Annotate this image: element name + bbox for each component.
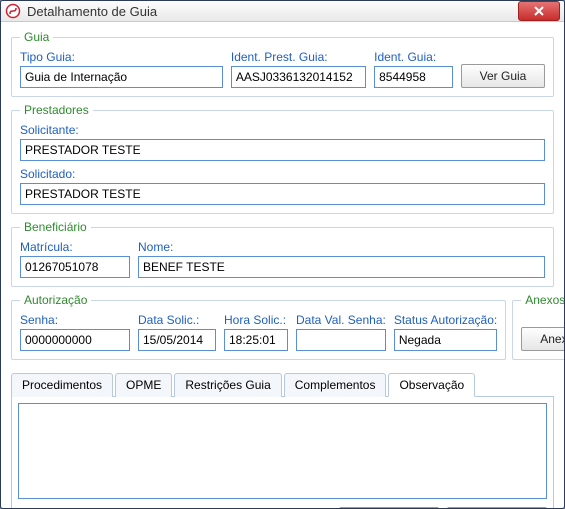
group-anexos: Anexos Anexos xyxy=(512,293,565,360)
group-beneficiario: Beneficiário Matrícula: Nome: xyxy=(11,220,554,287)
label-status-autorizacao: Status Autorização: xyxy=(394,313,497,327)
input-tipo-guia[interactable] xyxy=(20,66,223,88)
group-guia: Guia Tipo Guia: Ident. Prest. Guia: Iden… xyxy=(11,30,554,97)
window-title: Detalhamento de Guia xyxy=(27,4,518,19)
legend-guia: Guia xyxy=(20,30,53,44)
tab-restri-es-guia[interactable]: Restrições Guia xyxy=(174,373,281,397)
group-prestadores: Prestadores Solicitante: Solicitado: xyxy=(11,103,554,214)
legend-autorizacao: Autorização xyxy=(20,293,91,307)
tab-observa-o[interactable]: Observação xyxy=(388,373,475,397)
label-solicitado: Solicitado: xyxy=(20,167,545,181)
anexos-button[interactable]: Anexos xyxy=(521,327,565,351)
legend-prestadores: Prestadores xyxy=(20,103,93,117)
observacao-textarea[interactable] xyxy=(18,403,547,499)
input-nome[interactable] xyxy=(138,256,545,278)
legend-anexos: Anexos xyxy=(521,293,565,307)
ver-guia-button[interactable]: Ver Guia xyxy=(461,64,545,88)
titlebar: Detalhamento de Guia xyxy=(1,1,564,22)
tab-opme[interactable]: OPME xyxy=(115,373,172,397)
label-ident-guia: Ident. Guia: xyxy=(374,50,453,64)
group-autorizacao: Autorização Senha: Data Solic.: Hora Sol… xyxy=(11,293,506,360)
label-data-solic: Data Solic.: xyxy=(138,313,216,327)
window-frame: Detalhamento de Guia Guia Tipo Guia: Ide… xyxy=(0,0,565,509)
tabstrip: ProcedimentosOPMERestrições GuiaCompleme… xyxy=(11,372,554,397)
close-button[interactable] xyxy=(518,1,560,21)
tab-panel-wrap: Editar Salvar xyxy=(11,397,554,509)
input-data-solic[interactable] xyxy=(138,329,216,351)
input-matricula[interactable] xyxy=(20,256,130,278)
tab-complementos[interactable]: Complementos xyxy=(284,373,387,397)
label-nome: Nome: xyxy=(138,240,545,254)
input-solicitante[interactable] xyxy=(20,139,545,161)
label-data-val-senha: Data Val. Senha: xyxy=(296,313,386,327)
input-solicitado[interactable] xyxy=(20,183,545,205)
input-data-val-senha[interactable] xyxy=(296,329,386,351)
label-ident-prest: Ident. Prest. Guia: xyxy=(231,50,366,64)
legend-beneficiario: Beneficiário xyxy=(20,220,91,234)
label-tipo-guia: Tipo Guia: xyxy=(20,50,223,64)
app-icon xyxy=(5,3,21,19)
input-ident-guia[interactable] xyxy=(374,66,453,88)
input-hora-solic[interactable] xyxy=(224,329,288,351)
tab-procedimentos[interactable]: Procedimentos xyxy=(11,373,113,397)
label-matricula: Matrícula: xyxy=(20,240,130,254)
label-hora-solic: Hora Solic.: xyxy=(224,313,288,327)
input-status-autorizacao[interactable] xyxy=(394,329,497,351)
input-ident-prest[interactable] xyxy=(231,66,366,88)
client-area: Guia Tipo Guia: Ident. Prest. Guia: Iden… xyxy=(1,22,564,509)
label-solicitante: Solicitante: xyxy=(20,123,545,137)
input-senha[interactable] xyxy=(20,329,130,351)
label-senha: Senha: xyxy=(20,313,130,327)
